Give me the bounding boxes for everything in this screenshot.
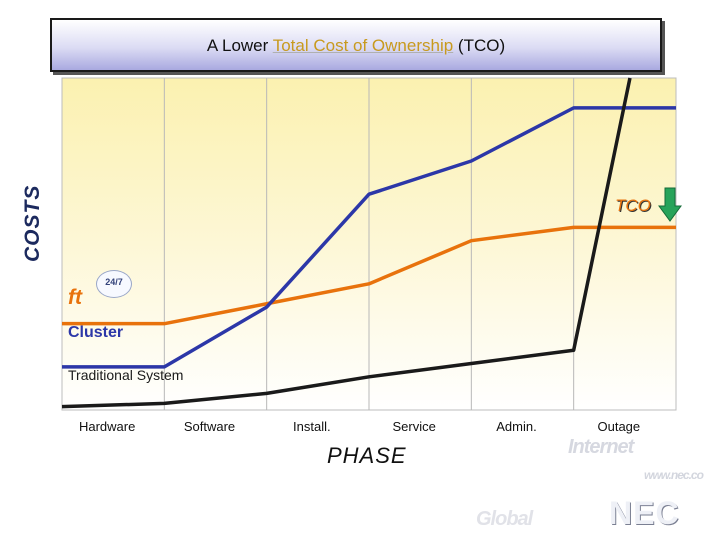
background-internet-text: Internet xyxy=(568,436,634,458)
tco-annotation xyxy=(658,187,682,222)
series-label-traditional-system: Traditional System xyxy=(68,367,184,383)
tco-annotation-label: TCO xyxy=(615,196,651,215)
background-global-text: Global xyxy=(476,508,533,530)
title-suffix: (TCO) xyxy=(453,36,506,55)
x-axis-label: PHASE xyxy=(327,443,407,468)
vertical-gridlines xyxy=(163,78,575,410)
series-line-cluster xyxy=(62,106,676,369)
x-tick-label: Install. xyxy=(293,419,331,434)
x-tick-label: Hardware xyxy=(78,419,136,434)
series-label-ft: ft xyxy=(68,286,82,309)
nec-logo: NEC xyxy=(609,495,680,531)
series-line-ft xyxy=(62,225,676,326)
chart-title: A Lower Total Cost of Ownership (TCO) xyxy=(50,18,662,72)
title-highlight: Total Cost of Ownership xyxy=(272,36,454,55)
series-line-traditional-system xyxy=(61,77,632,409)
tco-down-arrow-icon xyxy=(658,187,682,222)
badge-24-7-icon: 24/7 xyxy=(96,270,132,298)
background-url-text: www.nec.co xyxy=(644,468,704,482)
series-lines xyxy=(61,77,676,409)
x-tick-label: Software xyxy=(183,419,236,434)
x-tick-label: Outage xyxy=(597,419,641,434)
x-tick-label: Service xyxy=(392,419,436,434)
title-prefix: A Lower xyxy=(206,36,273,55)
series-label-cluster: Cluster xyxy=(68,324,124,341)
x-tick-label: Admin. xyxy=(496,419,537,434)
